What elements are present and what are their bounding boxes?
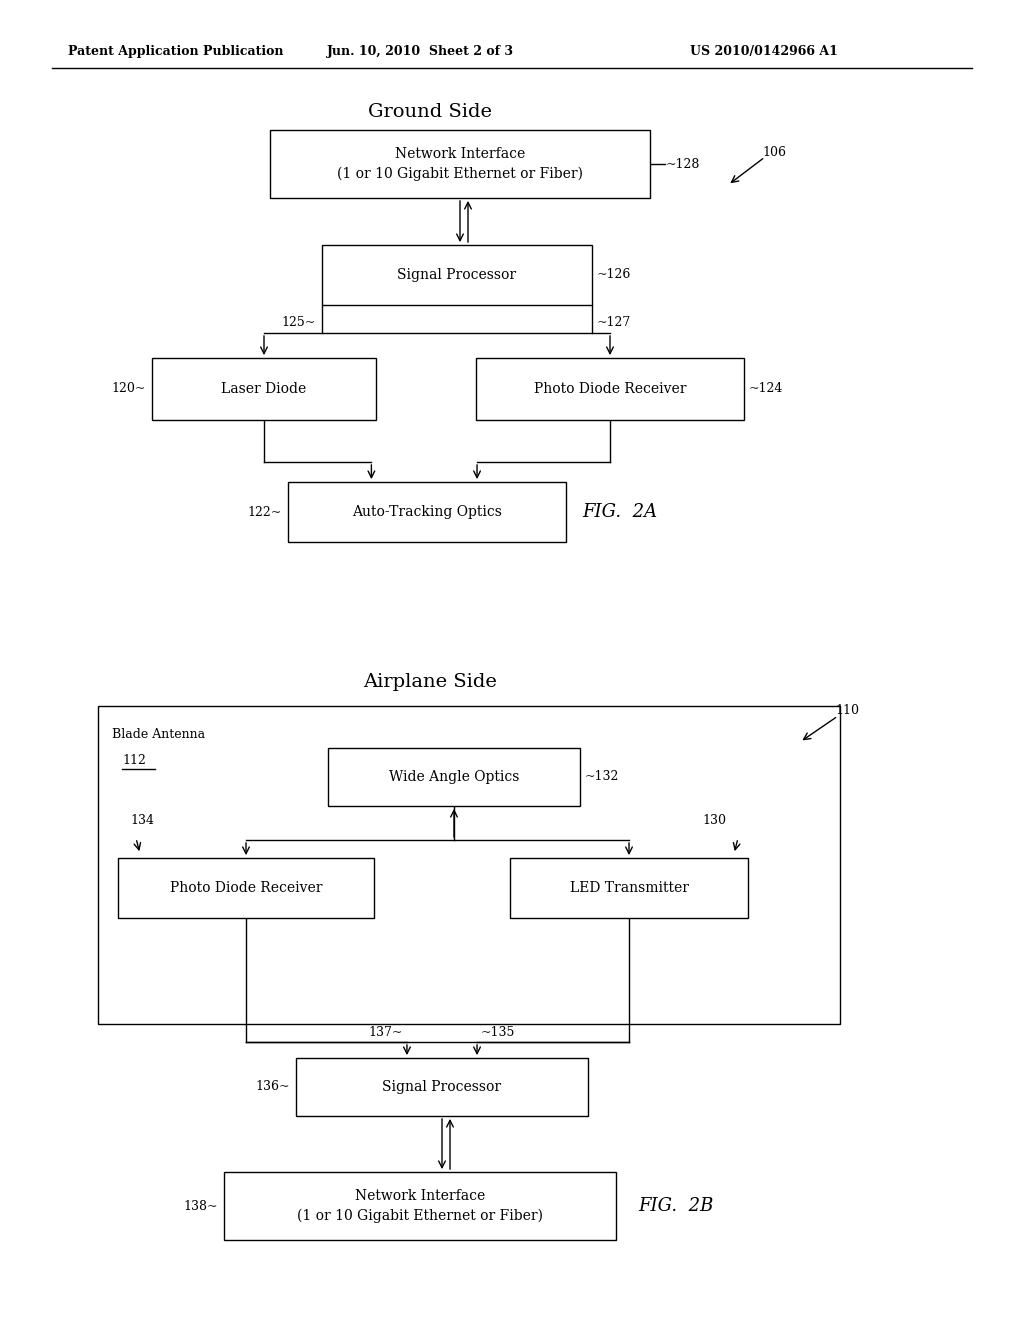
Bar [224,1172,616,1239]
Text: 138~: 138~ [183,1200,218,1213]
Bar [118,858,374,917]
Text: FIG.  2B: FIG. 2B [638,1197,714,1214]
Text: Jun. 10, 2010  Sheet 2 of 3: Jun. 10, 2010 Sheet 2 of 3 [327,45,513,58]
Text: LED Transmitter: LED Transmitter [569,880,688,895]
Text: Signal Processor: Signal Processor [382,1080,502,1094]
Text: ~135: ~135 [481,1026,515,1039]
Text: Patent Application Publication: Patent Application Publication [68,45,284,58]
Bar [510,858,748,917]
Bar [476,358,744,420]
Text: ~127: ~127 [597,317,631,330]
Text: Network Interface
(1 or 10 Gigabit Ethernet or Fiber): Network Interface (1 or 10 Gigabit Ether… [337,147,583,181]
Text: Blade Antenna: Blade Antenna [112,727,205,741]
Text: ~132: ~132 [585,771,620,784]
Text: FIG.  2A: FIG. 2A [582,503,657,521]
Text: Airplane Side: Airplane Side [364,673,497,690]
Text: Signal Processor: Signal Processor [397,268,516,282]
Text: Photo Diode Receiver: Photo Diode Receiver [534,381,686,396]
Bar [98,706,840,1024]
Text: Laser Diode: Laser Diode [221,381,306,396]
Bar [322,246,592,305]
Text: Auto-Tracking Optics: Auto-Tracking Optics [352,506,502,519]
Text: 120~: 120~ [112,383,146,396]
Text: 106: 106 [762,145,786,158]
Text: 125~: 125~ [282,317,316,330]
Text: 130: 130 [702,813,726,826]
Text: ~124: ~124 [749,383,783,396]
Text: 134: 134 [130,813,154,826]
Text: Ground Side: Ground Side [368,103,492,121]
Text: Photo Diode Receiver: Photo Diode Receiver [170,880,323,895]
Text: 122~: 122~ [248,506,282,519]
Text: 136~: 136~ [256,1081,290,1093]
Text: ~128: ~128 [666,157,700,170]
Text: 110: 110 [835,704,859,717]
Bar [296,1059,588,1115]
Text: Network Interface
(1 or 10 Gigabit Ethernet or Fiber): Network Interface (1 or 10 Gigabit Ether… [297,1189,543,1224]
Text: US 2010/0142966 A1: US 2010/0142966 A1 [690,45,838,58]
Text: 137~: 137~ [369,1026,403,1039]
Text: 112: 112 [122,754,145,767]
Text: ~126: ~126 [597,268,632,281]
Text: Wide Angle Optics: Wide Angle Optics [389,770,519,784]
Bar [152,358,376,420]
Bar [270,129,650,198]
Bar [328,748,580,807]
Bar [288,482,566,543]
